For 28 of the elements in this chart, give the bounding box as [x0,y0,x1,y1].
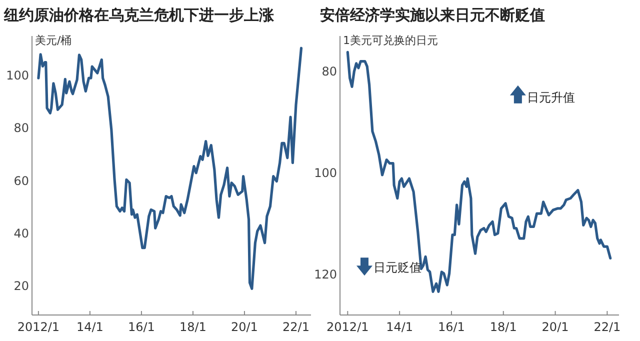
annotation: 日元升值 [526,90,575,104]
annotation: 日元贬值 [373,260,422,275]
chart-title: 纽约原油价格在乌克兰危机下进一步上涨 [3,6,275,24]
x-tick-label: 16/1 [438,320,465,334]
x-tick-label: 18/1 [490,320,517,334]
x-tick-label: 14/1 [386,320,414,334]
x-tick-label: 2012/1 [326,320,369,334]
y-axis-title: 1美元可兑换的日元 [343,34,438,47]
y-tick-label: 100 [6,68,29,82]
y-tick-label: 60 [14,174,29,188]
x-tick-label: 18/1 [179,320,206,334]
y-tick-label: 80 [322,64,337,79]
chart-title: 安倍经济学实施以来日元不断贬值 [320,6,545,24]
x-tick-label: 20/1 [542,320,569,334]
y-axis-title: 美元/桶 [35,34,72,47]
x-tick-label: 14/1 [76,320,104,334]
x-tick-label: 20/1 [230,320,258,334]
y-tick-label: 20 [14,279,29,294]
y-tick-label: 40 [14,226,29,240]
x-tick-label: 22/1 [282,320,310,334]
x-tick-label: 16/1 [128,320,155,334]
line-series [37,46,303,290]
line-series [346,50,612,293]
y-tick-label: 120 [314,267,337,282]
y-tick-label: 100 [314,166,337,180]
x-tick-label: 22/1 [594,320,621,334]
y-tick-label: 80 [14,121,29,136]
x-tick-label: 2012/1 [17,320,60,334]
